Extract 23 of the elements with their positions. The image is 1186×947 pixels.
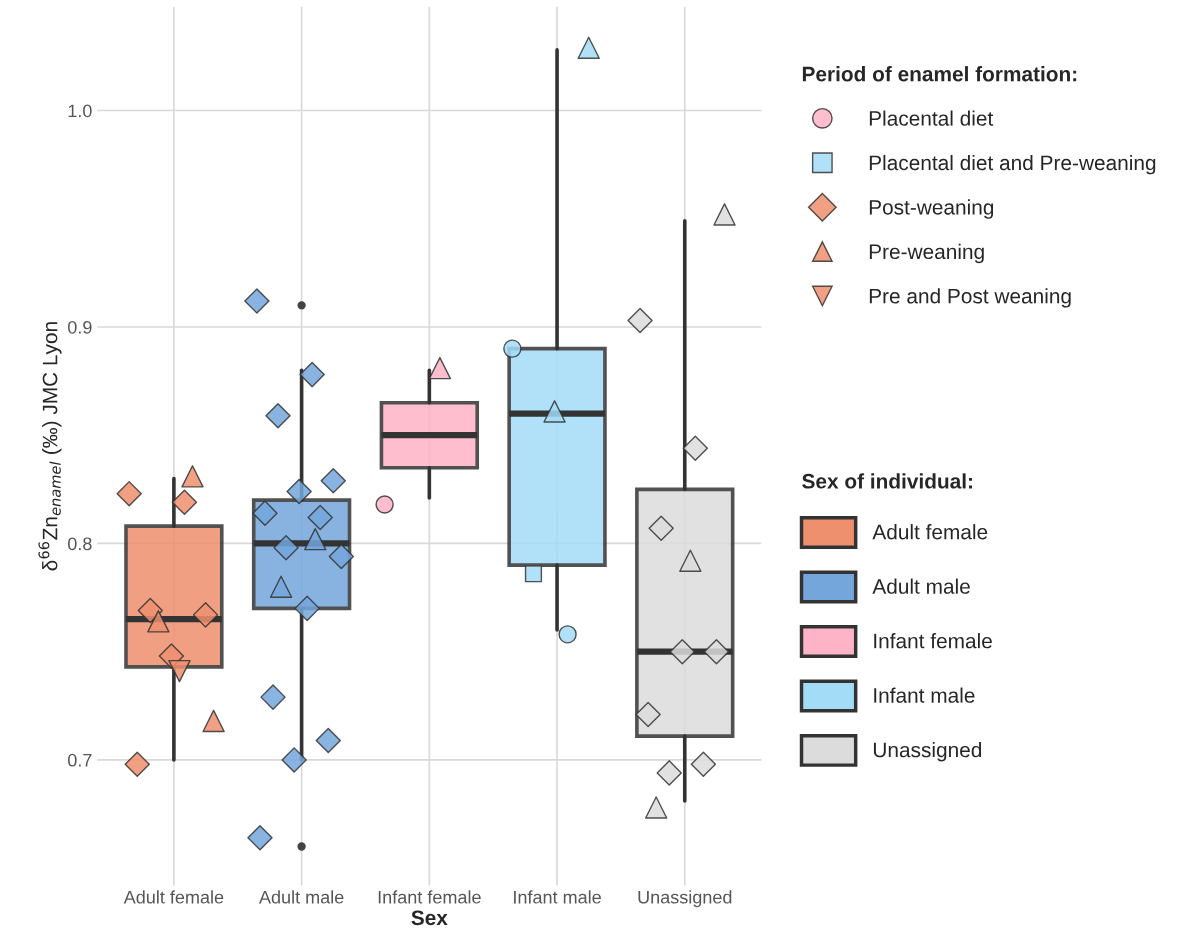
x-tick-label: Infant female xyxy=(378,890,481,904)
y-tick-label: 0.8 xyxy=(68,537,92,551)
y-tick-label: 0.9 xyxy=(68,320,92,334)
legend-label: Pre-weaning xyxy=(869,243,984,264)
x-tick-label: Adult male xyxy=(259,890,344,904)
text: Period of enamel formation: xyxy=(802,66,1077,82)
category-label: Adult male xyxy=(872,578,970,594)
category-label: Unassigned xyxy=(873,742,982,762)
x-tick-label: Unassigned xyxy=(638,890,732,908)
y-axis-title: δ$^{66}$Zn$_{enamel}$ (‰) JMC Lyon xyxy=(38,322,62,571)
category-label: Infant male xyxy=(874,687,975,703)
x-tick-label: Infant male xyxy=(514,890,601,904)
x-tick-label: Adult female xyxy=(123,890,224,904)
legend-label: Placental diet and Pre-weaning xyxy=(869,154,1156,175)
legend-label: Placental diet xyxy=(869,110,994,126)
legend-label: Pre and Post weaning xyxy=(869,288,1071,308)
category-label: Adult female xyxy=(872,524,988,540)
text: Sex of individual: xyxy=(802,473,972,489)
x-axis-title: Sex xyxy=(411,910,448,926)
y-tick-label: 0.7 xyxy=(68,753,92,767)
legend-label: Post-weaning xyxy=(869,199,994,219)
category-label: Infant female xyxy=(874,633,992,649)
y-tick-label: 1.0 xyxy=(68,104,92,118)
